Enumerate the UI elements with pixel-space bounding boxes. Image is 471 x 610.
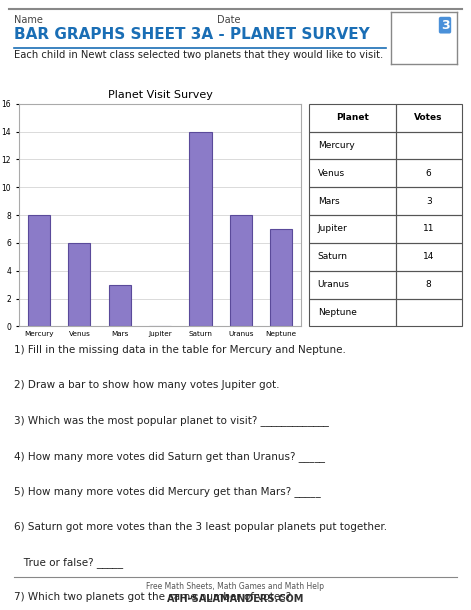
Bar — [396, 159, 462, 187]
Bar — [396, 298, 462, 326]
Text: 8: 8 — [426, 280, 431, 289]
Text: 3) Which was the most popular planet to visit? _____________: 3) Which was the most popular planet to … — [14, 415, 329, 426]
Bar — [309, 132, 396, 159]
Bar — [396, 132, 462, 159]
Text: 3: 3 — [426, 196, 431, 206]
Text: Votes: Votes — [414, 113, 443, 122]
Text: 5) How many more votes did Mercury get than Mars? _____: 5) How many more votes did Mercury get t… — [14, 486, 321, 497]
Bar — [189, 132, 211, 326]
Text: Date: Date — [217, 15, 240, 25]
Bar — [396, 187, 462, 215]
Bar — [230, 215, 252, 326]
Text: 4) How many more votes did Saturn get than Uranus? _____: 4) How many more votes did Saturn get th… — [14, 451, 325, 462]
Text: 6) Saturn got more votes than the 3 least popular planets put together.: 6) Saturn got more votes than the 3 leas… — [14, 522, 387, 531]
Text: Planet: Planet — [336, 113, 369, 122]
Text: Uranus: Uranus — [317, 280, 349, 289]
Text: 14: 14 — [423, 253, 434, 261]
Text: Saturn: Saturn — [317, 253, 348, 261]
Text: 11: 11 — [423, 224, 434, 234]
Bar — [396, 243, 462, 271]
Text: True or false? _____: True or false? _____ — [14, 557, 123, 568]
Text: ATH-SALAMANDERS.COM: ATH-SALAMANDERS.COM — [167, 594, 304, 604]
Bar — [309, 187, 396, 215]
Text: 1) Fill in the missing data in the table for Mercury and Neptune.: 1) Fill in the missing data in the table… — [14, 345, 346, 354]
Bar — [396, 215, 462, 243]
Bar — [309, 243, 396, 271]
Text: 7) Which two planets got the same number of votes?: 7) Which two planets got the same number… — [14, 592, 292, 602]
Bar — [309, 159, 396, 187]
Bar — [28, 215, 50, 326]
Bar — [396, 104, 462, 132]
Text: Each child in Newt class selected two planets that they would like to visit.: Each child in Newt class selected two pl… — [14, 50, 383, 60]
Bar — [309, 215, 396, 243]
Text: Neptune: Neptune — [317, 308, 357, 317]
Text: Mercury: Mercury — [317, 141, 355, 150]
Bar — [68, 243, 90, 326]
Text: 6: 6 — [426, 169, 431, 178]
Text: Jupiter: Jupiter — [317, 224, 348, 234]
Bar — [270, 229, 292, 326]
Text: Mars: Mars — [317, 196, 339, 206]
Bar — [396, 271, 462, 298]
Bar — [109, 285, 131, 326]
Bar — [309, 298, 396, 326]
Bar — [309, 271, 396, 298]
Text: Free Math Sheets, Math Games and Math Help: Free Math Sheets, Math Games and Math He… — [146, 583, 325, 591]
Title: Planet Visit Survey: Planet Visit Survey — [108, 90, 212, 100]
Text: 3: 3 — [441, 19, 449, 32]
Text: Name: Name — [14, 15, 43, 25]
Bar — [309, 104, 396, 132]
Text: Venus: Venus — [317, 169, 345, 178]
Text: BAR GRAPHS SHEET 3A - PLANET SURVEY: BAR GRAPHS SHEET 3A - PLANET SURVEY — [14, 27, 370, 43]
Text: 2) Draw a bar to show how many votes Jupiter got.: 2) Draw a bar to show how many votes Jup… — [14, 380, 280, 390]
